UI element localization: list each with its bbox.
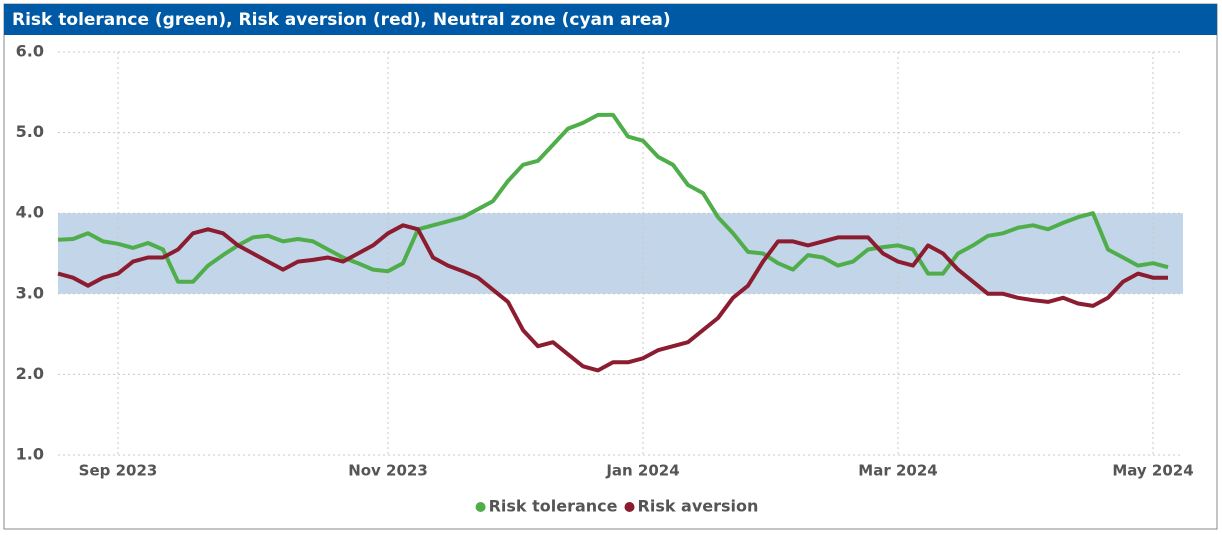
x-tick-label: May 2024 (1112, 462, 1193, 480)
x-tick-label: Mar 2024 (858, 462, 937, 480)
series-line (57, 223, 1168, 373)
title-bar (4, 4, 1217, 35)
chart-title: Risk tolerance (green), Risk aversion (r… (12, 10, 671, 30)
neutral-zone (58, 213, 1183, 294)
legend-swatch (475, 502, 486, 512)
y-tick-label: 2.0 (16, 364, 44, 383)
y-tick-label: 3.0 (16, 283, 44, 302)
legend-item: Risk aversion (624, 497, 759, 516)
x-tick-label: Nov 2023 (348, 462, 428, 480)
y-tick-label: 6.0 (16, 42, 44, 61)
series-line (57, 112, 1169, 284)
legend-label: Risk aversion (638, 497, 759, 516)
x-tick-label: Sep 2023 (79, 462, 158, 480)
legend-item: Risk tolerance (475, 497, 618, 516)
legend-swatch (624, 502, 635, 512)
x-tick-label: Jan 2024 (605, 462, 679, 480)
plot: 1.0 2.0 3.0 4.0 5.0 6.0 Sep 2023 Nov 2023 Jan 20… (16, 42, 1194, 480)
y-tick-label: 1.0 (16, 445, 44, 464)
legend: Risk tolerance Risk aversion (475, 497, 759, 516)
legend-label: Risk tolerance (489, 497, 618, 516)
y-tick-label: 4.0 (16, 203, 44, 222)
y-tick-label: 5.0 (16, 122, 44, 141)
